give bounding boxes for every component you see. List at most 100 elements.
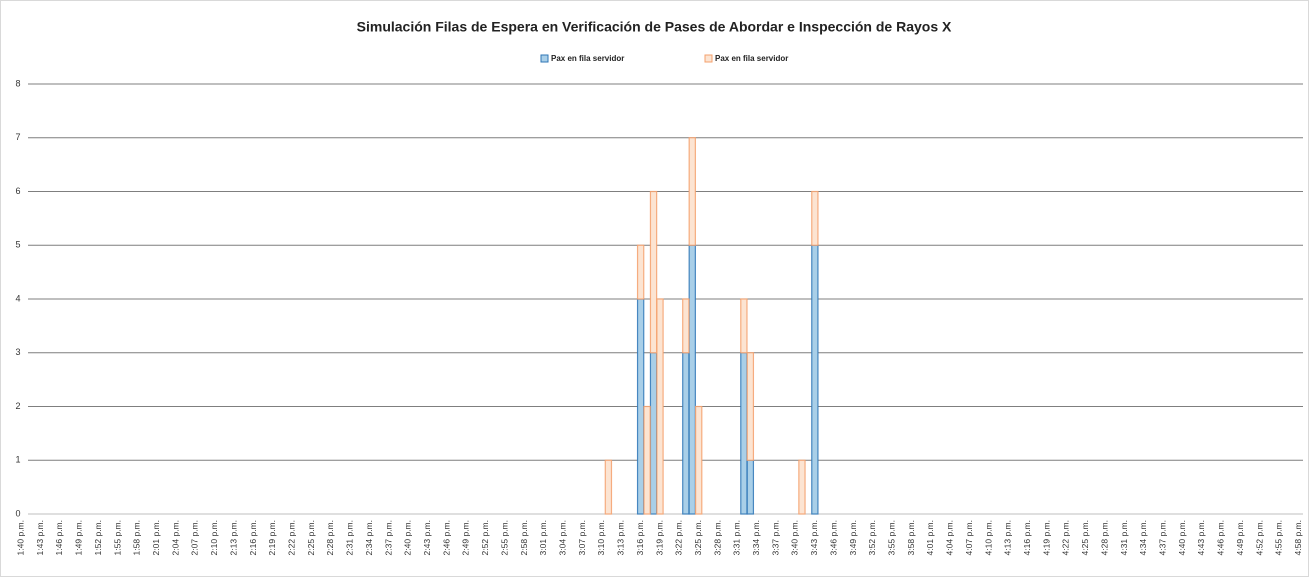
x-tick-label: 3:07 p.m. [577,520,587,555]
x-tick-label: 2:01 p.m. [151,520,161,555]
x-tick-label: 1:55 p.m. [112,520,122,555]
x-tick-label: 3:25 p.m. [693,520,703,555]
x-tick-label: 3:46 p.m. [828,520,838,555]
y-tick-label: 2 [15,401,20,411]
bar-segment [682,352,690,515]
x-tick-label: 4:55 p.m. [1274,520,1284,555]
bar-segment [746,459,755,515]
bar-segment [682,298,690,354]
x-tick-label: 2:46 p.m. [441,520,451,555]
x-tick-label: 1:40 p.m. [15,520,25,555]
x-tick-label: 4:37 p.m. [1158,520,1168,555]
bar-segment [746,352,755,461]
x-tick-label: 4:58 p.m. [1293,520,1303,555]
bar-segment [811,244,819,515]
chart-title: Simulación Filas de Espera en Verificaci… [357,19,952,35]
x-tick-label: 4:22 p.m. [1061,520,1071,555]
x-tick-label: 1:43 p.m. [35,520,45,555]
x-tick-label: 3:52 p.m. [867,520,877,555]
x-tick-label: 4:49 p.m. [1235,520,1245,555]
x-tick-label: 3:01 p.m. [538,520,548,555]
x-tick-label: 4:07 p.m. [964,520,974,555]
x-tick-label: 4:43 p.m. [1196,520,1206,555]
x-tick-label: 2:25 p.m. [306,520,316,555]
x-tick-label: 3:34 p.m. [751,520,761,555]
x-tick-label: 2:58 p.m. [519,520,529,555]
bar-segment [604,459,613,515]
x-tick-label: 3:22 p.m. [674,520,684,555]
bar-segment [636,298,645,515]
x-tick-label: 2:31 p.m. [345,520,355,555]
x-tick-label: 4:19 p.m. [1041,520,1051,555]
bar-segment [798,459,806,515]
x-tick-label: 3:28 p.m. [712,520,722,555]
x-tick-label: 4:40 p.m. [1177,520,1187,555]
bar-segment [688,137,696,246]
x-tick-label: 4:01 p.m. [925,520,935,555]
x-tick-label: 3:40 p.m. [790,520,800,555]
x-tick-label: 2:37 p.m. [383,520,393,555]
bar-segment [649,352,658,515]
bar-segment [811,190,819,246]
y-tick-label: 3 [15,347,20,357]
bar-segment [740,352,748,515]
y-tick-label: 0 [15,508,20,518]
y-tick-label: 8 [15,78,20,88]
x-tick-label: 3:58 p.m. [906,520,916,555]
bar-segment [688,244,696,515]
x-tick-label: 3:10 p.m. [596,520,606,555]
x-tick-label: 2:49 p.m. [461,520,471,555]
x-tick-label: 2:07 p.m. [190,520,200,555]
y-tick-label: 4 [15,293,20,303]
y-tick-label: 6 [15,186,20,196]
x-tick-label: 3:55 p.m. [887,520,897,555]
x-tick-label: 3:19 p.m. [654,520,664,555]
x-tick-label: 4:25 p.m. [1080,520,1090,555]
y-tick-label: 5 [15,240,20,250]
x-tick-label: 1:58 p.m. [132,520,142,555]
x-tick-label: 4:13 p.m. [1003,520,1013,555]
x-tick-label: 1:52 p.m. [93,520,103,555]
legend-label: Pax en fila servidor [715,54,788,63]
x-tick-label: 4:52 p.m. [1254,520,1264,555]
x-tick-label: 2:10 p.m. [209,520,219,555]
x-tick-label: 3:31 p.m. [732,520,742,555]
x-tick-label: 2:13 p.m. [228,520,238,555]
legend-swatch [540,54,549,63]
x-tick-label: 1:46 p.m. [54,520,64,555]
bar-segment [649,190,658,354]
x-tick-label: 4:34 p.m. [1138,520,1148,555]
x-tick-label: 3:49 p.m. [848,520,858,555]
x-tick-label: 2:22 p.m. [286,520,296,555]
x-tick-label: 3:16 p.m. [635,520,645,555]
bar-segment [656,298,664,515]
x-tick-label: 3:13 p.m. [616,520,626,555]
x-tick-label: 2:28 p.m. [325,520,335,555]
bar-segment [643,405,651,515]
x-tick-label: 2:16 p.m. [248,520,258,555]
x-tick-label: 3:43 p.m. [809,520,819,555]
x-tick-label: 4:04 p.m. [945,520,955,555]
x-tick-label: 2:55 p.m. [499,520,509,555]
y-tick-label: 1 [15,455,20,465]
x-tick-label: 2:52 p.m. [480,520,490,555]
x-tick-label: 4:46 p.m. [1216,520,1226,555]
x-tick-label: 2:19 p.m. [267,520,277,555]
x-tick-label: 4:16 p.m. [1022,520,1032,555]
x-tick-label: 1:49 p.m. [74,520,84,555]
bar-segment [695,405,703,515]
x-tick-label: 3:04 p.m. [557,520,567,555]
bar-segment [740,298,748,354]
x-tick-label: 2:43 p.m. [422,520,432,555]
legend-label: Pax en fila servidor [551,54,624,63]
y-tick-label: 7 [15,132,20,142]
x-tick-label: 4:31 p.m. [1119,520,1129,555]
x-tick-label: 2:40 p.m. [403,520,413,555]
x-tick-label: 4:10 p.m. [983,520,993,555]
bar-segment [636,244,645,300]
x-tick-label: 3:37 p.m. [770,520,780,555]
legend-swatch [704,54,713,63]
x-tick-label: 4:28 p.m. [1099,520,1109,555]
x-tick-label: 2:04 p.m. [170,520,180,555]
